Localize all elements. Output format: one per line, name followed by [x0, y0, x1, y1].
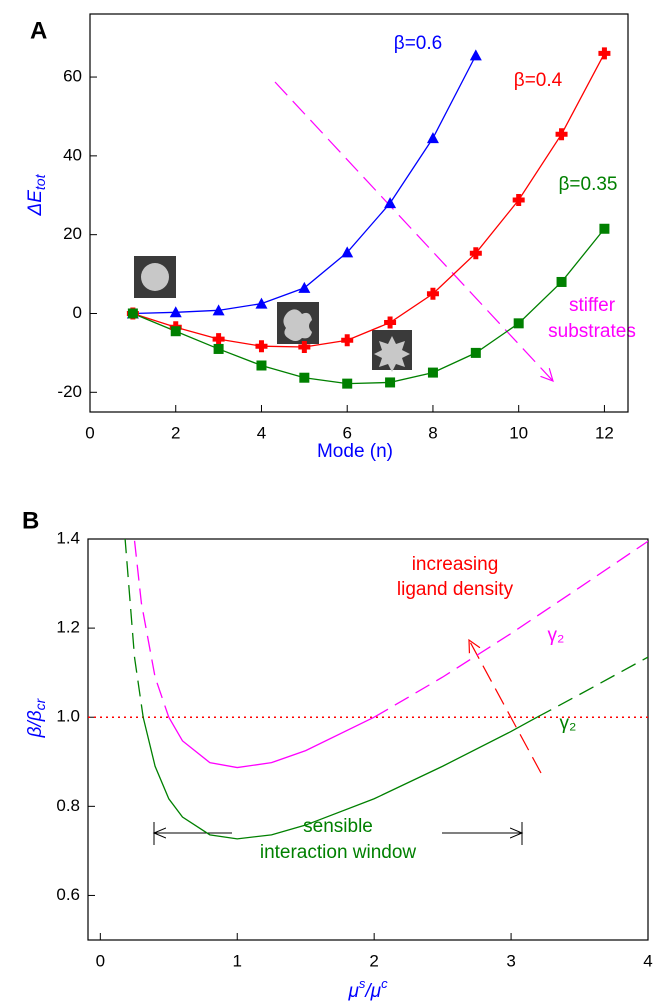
series-line: [168, 716, 375, 769]
series-label: β=0.6: [394, 33, 442, 54]
y-tick-label: 1.4: [56, 528, 80, 547]
x-axis-label-mid: /μ: [363, 981, 381, 1002]
x-tick-label: 3: [506, 951, 515, 970]
marker-plus: [555, 128, 568, 141]
y-axis-label-main: ΔE: [25, 190, 46, 217]
x-tick-label: 6: [342, 423, 351, 442]
marker-plus: [341, 334, 354, 347]
marker-square: [127, 308, 138, 319]
plot-area: [88, 539, 648, 840]
y-axis-label-main: β/β: [25, 710, 46, 738]
annotation: increasing: [412, 554, 499, 575]
marker-plus: [384, 316, 397, 329]
series-label: β=0.35: [558, 174, 617, 195]
marker-plus: [469, 247, 482, 260]
marker-plus: [512, 193, 525, 206]
y-axis-label: β/βcr: [25, 697, 48, 738]
marker-triangle: [255, 297, 268, 309]
y-tick-label: 60: [63, 67, 82, 86]
marker-square: [427, 367, 438, 378]
annotation: substrates: [548, 321, 636, 342]
marker-triangle: [469, 49, 482, 61]
series-line: [124, 539, 144, 718]
x-tick-label: 1: [233, 951, 242, 970]
marker-square: [170, 326, 181, 337]
x-tick-label: 0: [96, 951, 105, 970]
plot-frame: [89, 13, 629, 413]
series-line: [132, 53, 605, 348]
marker-square: [513, 318, 524, 329]
x-tick-label: 0: [85, 423, 94, 442]
marker-triangle: [212, 304, 225, 316]
marker-plus: [426, 287, 439, 300]
annotation: sensible: [303, 816, 373, 837]
x-axis-label: μs/μc: [347, 976, 388, 1002]
y-tick-label: 0: [73, 303, 82, 322]
x-tick-label: 8: [428, 423, 437, 442]
y-axis-label-sub: tot: [32, 173, 48, 190]
y-tick-label: 0.6: [56, 885, 80, 904]
plot-frame: [87, 538, 649, 941]
series-line: [142, 716, 538, 840]
annotation: stiffer: [569, 295, 616, 316]
series-line: [132, 55, 477, 315]
y-axis-label: ΔEtot: [25, 173, 48, 216]
marker-triangle: [169, 306, 182, 318]
label-backdrop: [232, 816, 442, 866]
marker-triangle: [384, 197, 397, 209]
annotation: interaction window: [260, 842, 417, 863]
x-tick-label: 12: [595, 423, 614, 442]
x-tick-label: 2: [171, 423, 180, 442]
marker-square: [299, 372, 310, 383]
series-label: γ₂: [560, 713, 577, 734]
panel-label: A: [30, 17, 47, 44]
y-tick-label: 40: [63, 145, 82, 164]
marker-square: [556, 276, 567, 287]
marker-triangle: [298, 281, 311, 293]
marker-plus: [598, 47, 611, 60]
series-label: γ₂: [548, 625, 565, 646]
marker-square: [213, 343, 224, 354]
inset-shape: [277, 302, 319, 344]
x-axis-label-sup: c: [381, 976, 388, 991]
x-axis-label-main: μ: [347, 981, 359, 1002]
marker-square: [470, 347, 481, 358]
marker-plus: [255, 340, 268, 353]
inset-circle: [134, 256, 176, 298]
marker-square: [385, 377, 396, 388]
y-axis-label-sub: cr: [32, 697, 48, 710]
x-tick-label: 2: [369, 951, 378, 970]
marker-triangle: [341, 246, 354, 258]
series-line: [373, 540, 648, 718]
trend-arrow: [469, 640, 542, 774]
y-tick-label: 1.0: [56, 707, 80, 726]
x-axis-label-sup: s: [359, 976, 366, 991]
y-tick-label: 0.8: [56, 796, 80, 815]
plot-area: [132, 53, 605, 385]
annotation: ligand density: [397, 579, 514, 600]
series-label: β=0.4: [514, 70, 563, 91]
y-tick-label: 1.2: [56, 618, 80, 637]
y-tick-label: 20: [63, 224, 82, 243]
x-axis-label: Mode (n): [317, 441, 393, 462]
panel-label: B: [22, 507, 39, 534]
marker-square: [342, 378, 353, 389]
x-tick-label: 4: [257, 423, 266, 442]
marker-plus: [298, 340, 311, 353]
x-tick-label: 4: [643, 951, 652, 970]
series-line: [536, 656, 648, 718]
marker-square: [256, 360, 267, 371]
series-line: [133, 540, 170, 718]
marker-triangle: [426, 132, 439, 144]
y-tick-label: -20: [57, 382, 82, 401]
series-line: [132, 228, 605, 385]
inset-star: [372, 330, 412, 372]
x-tick-label: 10: [509, 423, 528, 442]
marker-plus: [212, 333, 225, 346]
marker-square: [599, 223, 610, 234]
